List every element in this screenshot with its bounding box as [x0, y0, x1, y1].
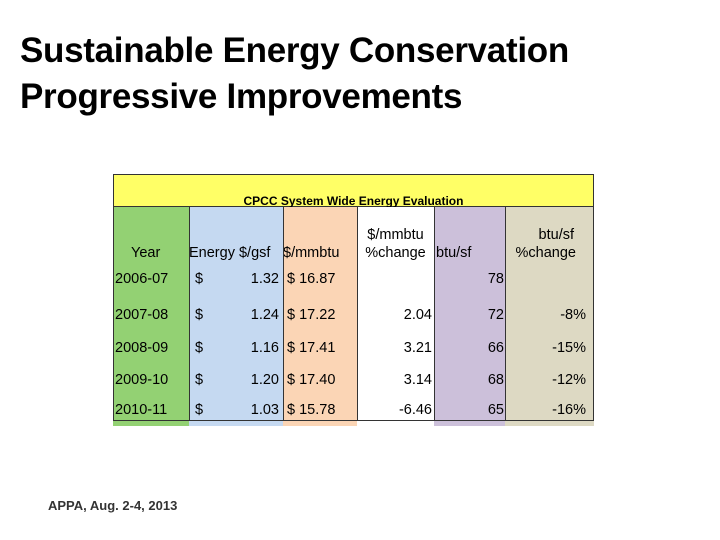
cell-energy-gsf-value: 1.32 — [250, 271, 279, 287]
column-divider — [189, 207, 190, 421]
cell-currency-symbol: $ — [195, 402, 204, 418]
cell-btu-sf: 72 — [434, 300, 505, 331]
column-divider — [434, 207, 435, 421]
cell-mmbtu-change: 3.21 — [357, 333, 434, 364]
cell-btu-sf: 68 — [434, 365, 505, 396]
table-row: 2006-07 $ 1.32 $ 16.87 78 — [113, 264, 594, 295]
table-right-border — [593, 207, 594, 421]
cell-energy-gsf: $ 1.24 — [189, 300, 283, 331]
header-btu-change-line2: %change — [515, 245, 576, 261]
header-energy-gsf-label: Energy $/gsf — [189, 245, 271, 261]
table-row: 2007-08 $ 1.24 $ 17.22 2.04 72 -8% — [113, 300, 594, 331]
header-mmbtu-change-line1: $/mmbtu — [367, 227, 424, 243]
cell-energy-gsf: $ 1.03 — [189, 395, 283, 426]
cell-currency-symbol: $ — [195, 372, 204, 388]
slide-title: Sustainable Energy Conservation Progress… — [20, 28, 700, 120]
cell-currency-symbol: $ — [195, 271, 204, 287]
header-btu-sf: btu/sf — [434, 207, 505, 264]
header-mmbtu: $/mmbtu — [283, 207, 357, 264]
cell-btu-change: -16% — [505, 395, 594, 426]
header-mmbtu-change: $/mmbtu %change — [357, 207, 434, 264]
column-divider — [283, 207, 284, 421]
cell-mmbtu: $ 17.40 — [283, 365, 357, 396]
cell-energy-gsf-value: 1.20 — [250, 372, 279, 388]
cell-mmbtu: $ 17.22 — [283, 300, 357, 331]
column-divider — [505, 207, 506, 421]
cell-energy-gsf-value: 1.24 — [250, 307, 279, 323]
cell-btu-sf: 66 — [434, 333, 505, 364]
cell-mmbtu-change: 3.14 — [357, 365, 434, 396]
cell-energy-gsf-value: 1.03 — [250, 402, 279, 418]
cell-year: 2010-11 — [113, 395, 189, 426]
header-energy-gsf: Energy $/gsf — [189, 207, 283, 264]
table-banner: CPCC System Wide Energy Evaluation — [113, 174, 594, 208]
cell-btu-change: -15% — [505, 333, 594, 364]
cell-mmbtu: $ 16.87 — [283, 264, 357, 295]
header-year-label: Year — [131, 245, 161, 261]
cell-btu-sf: 78 — [434, 264, 505, 295]
header-btu-change: btu/sf %change — [505, 207, 594, 264]
cell-energy-gsf-value: 1.16 — [250, 340, 279, 356]
column-divider — [357, 207, 358, 421]
cell-energy-gsf: $ 1.16 — [189, 333, 283, 364]
cell-year: 2007-08 — [113, 300, 189, 331]
cell-btu-change: -12% — [505, 365, 594, 396]
table-left-border — [113, 207, 114, 421]
header-btu-change-line1: btu/sf — [538, 227, 574, 243]
header-btu-sf-label: btu/sf — [436, 245, 472, 261]
cell-currency-symbol: $ — [195, 307, 204, 323]
footer-text: APPA, Aug. 2-4, 2013 — [48, 498, 178, 513]
cell-btu-change — [505, 264, 594, 295]
cell-mmbtu-change: 2.04 — [357, 300, 434, 331]
energy-evaluation-table: CPCC System Wide Energy Evaluation Year … — [113, 174, 594, 426]
header-mmbtu-change-line2: %change — [365, 245, 426, 261]
cell-year: 2009-10 — [113, 365, 189, 396]
cell-currency-symbol: $ — [195, 340, 204, 356]
cell-mmbtu: $ 15.78 — [283, 395, 357, 426]
table-row: 2009-10 $ 1.20 $ 17.40 3.14 68 -12% — [113, 365, 594, 396]
cell-btu-change: -8% — [505, 300, 594, 331]
table-bottom-border — [113, 420, 594, 421]
cell-year: 2008-09 — [113, 333, 189, 364]
title-line-2: Progressive Improvements — [20, 77, 463, 116]
cell-mmbtu-change: -6.46 — [357, 395, 434, 426]
table-row: 2008-09 $ 1.16 $ 17.41 3.21 66 -15% — [113, 333, 594, 364]
cell-energy-gsf: $ 1.20 — [189, 365, 283, 396]
table-row: 2010-11 $ 1.03 $ 15.78 -6.46 65 -16% — [113, 395, 594, 426]
header-year: Year — [113, 207, 189, 264]
cell-btu-sf: 65 — [434, 395, 505, 426]
cell-year: 2006-07 — [113, 264, 189, 295]
cell-energy-gsf: $ 1.32 — [189, 264, 283, 295]
header-mmbtu-label: $/mmbtu — [283, 245, 340, 261]
title-line-1: Sustainable Energy Conservation — [20, 31, 569, 70]
cell-mmbtu: $ 17.41 — [283, 333, 357, 364]
cell-mmbtu-change — [357, 264, 434, 295]
